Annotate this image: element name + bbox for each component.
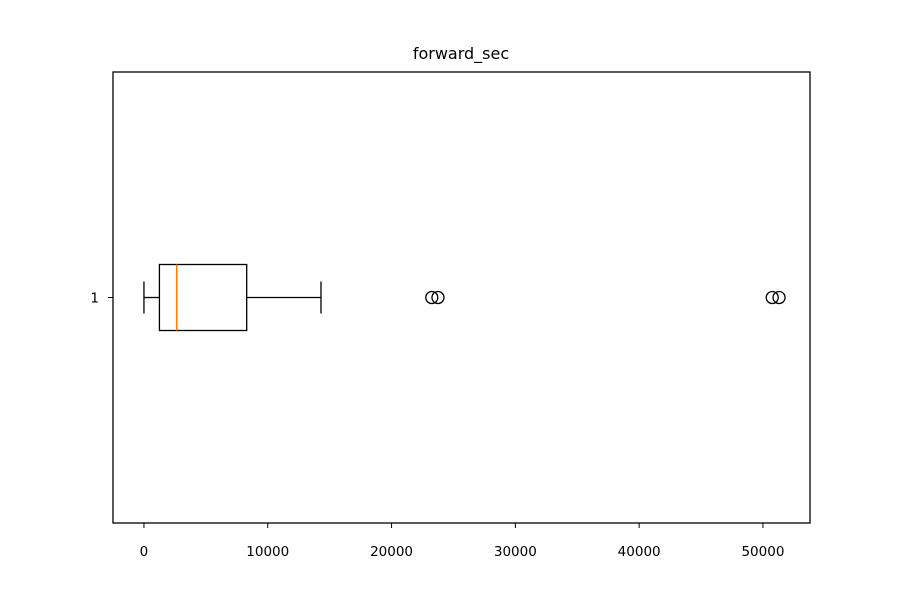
box-iqr (158, 263, 248, 332)
outlier-point (431, 290, 445, 305)
x-tick-label: 40000 (618, 544, 661, 560)
outlier-point (765, 290, 779, 305)
x-tick-label: 10000 (246, 544, 289, 560)
chart-title: forward_sec (413, 44, 509, 64)
x-tick-label: 30000 (494, 544, 537, 560)
x-tick-label: 0 (140, 544, 149, 560)
plot-area: 0 10000 20000 30000 40000 50000 1 (90, 71, 811, 560)
outlier-point (425, 290, 439, 305)
outlier-point (772, 290, 786, 305)
x-tick-label: 50000 (741, 544, 784, 560)
x-tick-label: 20000 (370, 544, 413, 560)
axes-frame (112, 71, 811, 524)
y-tick-label: 1 (90, 291, 99, 307)
